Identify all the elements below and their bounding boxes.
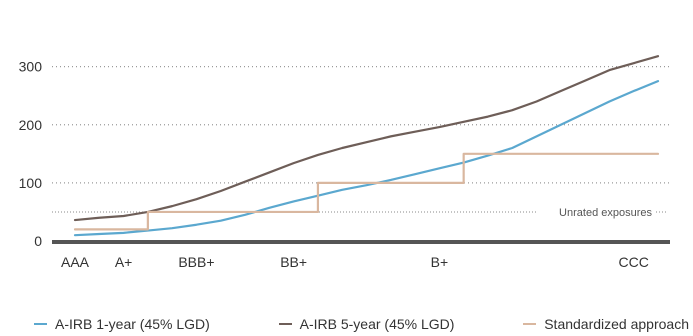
annotation: Unrated exposures [52, 203, 666, 220]
y-tick-label: 0 [34, 233, 42, 249]
y-tick-label: 300 [19, 59, 43, 75]
legend-swatch-standardized [523, 323, 537, 325]
legend-item-irb-1yr: A-IRB 1-year (45% LGD) [34, 316, 210, 332]
legend-item-irb-5yr: A-IRB 5-year (45% LGD) [278, 316, 455, 332]
legend-swatch-irb-1yr [34, 323, 47, 325]
chart: Unrated exposures 0 100 200 300 AAA A+ BBB+ BB+… [19, 55, 670, 270]
series-line-0 [73, 80, 660, 237]
series-layer [73, 55, 660, 237]
series-line-1 [73, 55, 660, 222]
axis: 0 100 200 300 AAA A+ BBB+ BB+ B+ CCC [19, 59, 670, 270]
y-tick-label: 100 [19, 175, 43, 191]
x-tick-label: A+ [115, 254, 133, 270]
unrated-label-bg [538, 203, 656, 220]
x-tick-label: AAA [61, 254, 90, 270]
legend-label-irb-5yr: A-IRB 5-year (45% LGD) [299, 316, 455, 332]
x-tick-label: B+ [431, 254, 449, 270]
legend-label-standardized: Standardized approach [544, 316, 689, 332]
x-axis-baseline [52, 240, 670, 244]
legend-swatch-irb-5yr [278, 323, 292, 325]
unrated-label: Unrated exposures [559, 207, 652, 219]
x-tick-label: BB+ [280, 254, 307, 270]
legend: A-IRB 1-year (45% LGD) A-IRB 5-year (45%… [34, 314, 689, 334]
x-tick-label: BBB+ [178, 254, 214, 270]
y-tick-label: 200 [19, 117, 43, 133]
series-line-2 [73, 152, 660, 231]
legend-item-standardized: Standardized approach [523, 316, 689, 332]
x-tick-label: CCC [619, 254, 649, 270]
legend-label-irb-1yr: A-IRB 1-year (45% LGD) [55, 316, 210, 332]
